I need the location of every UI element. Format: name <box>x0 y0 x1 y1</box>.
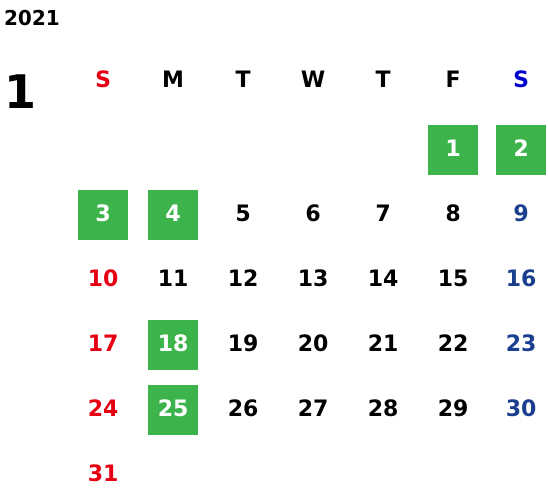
date-cell: 30 <box>505 397 537 422</box>
date-cell: 21 <box>367 332 399 357</box>
date-cell: 24 <box>87 397 119 422</box>
weekday-header: S <box>95 68 111 93</box>
date-cell: 16 <box>505 267 537 292</box>
holiday-date-cell: 18 <box>148 320 198 370</box>
date-cell: 9 <box>513 202 529 227</box>
weekday-header: W <box>300 68 326 93</box>
date-cell: 31 <box>87 462 119 487</box>
holiday-date-cell: 25 <box>148 385 198 435</box>
date-cell: 20 <box>297 332 329 357</box>
month-label: 1 <box>4 65 37 119</box>
holiday-date-cell: 2 <box>496 125 546 175</box>
date-cell: 14 <box>367 267 399 292</box>
date-cell: 17 <box>87 332 119 357</box>
date-cell: 29 <box>437 397 469 422</box>
date-cell: 26 <box>227 397 259 422</box>
date-cell: 15 <box>437 267 469 292</box>
holiday-date-cell: 3 <box>78 190 128 240</box>
weekday-header: T <box>235 68 251 93</box>
date-cell: 12 <box>227 267 259 292</box>
date-cell: 28 <box>367 397 399 422</box>
date-cell: 13 <box>297 267 329 292</box>
date-cell: 7 <box>375 202 391 227</box>
weekday-header: T <box>375 68 391 93</box>
date-cell: 10 <box>87 267 119 292</box>
weekday-header: F <box>445 68 461 93</box>
date-cell: 6 <box>305 202 321 227</box>
year-label: 2021 <box>4 6 60 30</box>
date-cell: 23 <box>505 332 537 357</box>
weekday-header: S <box>513 68 529 93</box>
date-cell: 11 <box>157 267 189 292</box>
date-cell: 5 <box>235 202 251 227</box>
weekday-header: M <box>162 68 184 93</box>
date-cell: 8 <box>445 202 461 227</box>
holiday-date-cell: 4 <box>148 190 198 240</box>
holiday-date-cell: 1 <box>428 125 478 175</box>
date-cell: 19 <box>227 332 259 357</box>
date-cell: 27 <box>297 397 329 422</box>
date-cell: 22 <box>437 332 469 357</box>
